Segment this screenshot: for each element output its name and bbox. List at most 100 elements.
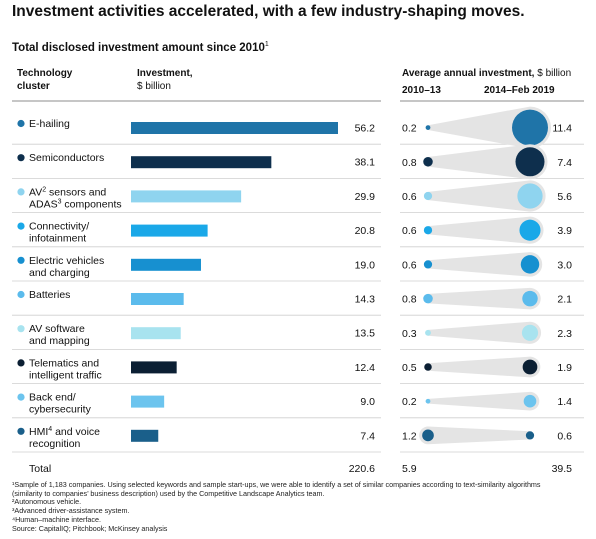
- column-header-average-unit: $ billion: [534, 68, 572, 79]
- avg-value-2014-2019: 5.6: [557, 191, 572, 203]
- cluster-dot: [17, 222, 25, 230]
- bubble-2014-2019: [523, 394, 537, 408]
- bubble-2014-2019: [522, 290, 538, 307]
- footnote-line: (similarity to companies’ business descr…: [12, 488, 325, 498]
- chart-title-footnote-marker: 1: [264, 41, 269, 48]
- chart-title: Total disclosed investment amount since …: [12, 41, 269, 54]
- bubble-trend-shape: [428, 144, 548, 180]
- chart-headline: Investment activities accelerated, with …: [12, 3, 525, 20]
- bubble-2014-2019: [512, 109, 548, 146]
- avg-value-2010-13: 1.2: [402, 430, 417, 442]
- footnote-line: ¹Sample of 1,183 companies. Using select…: [12, 480, 541, 489]
- chart-svg: E-hailing 56.2 0.2 11.4 Semiconductors 38.1 0.…: [12, 100, 584, 475]
- investment-value: 38.1: [355, 157, 376, 169]
- investment-bar: [131, 224, 208, 237]
- investment-bar: [131, 122, 338, 134]
- cluster-dot: [17, 359, 25, 367]
- bubble-2014-2019: [517, 183, 543, 209]
- cluster-label: Connectivity/infotainment: [29, 221, 89, 245]
- avg-value-2010-13: 0.6: [402, 191, 417, 203]
- avg-value-2010-13: 0.8: [402, 294, 417, 306]
- bubble-2010-13: [423, 260, 433, 269]
- bubble-2014-2019: [525, 431, 535, 440]
- investment-value: 29.9: [355, 191, 376, 203]
- footnote-line: ³Advanced driver-assistance system.: [12, 506, 130, 516]
- bubble-trend-shape: [428, 216, 544, 244]
- cluster-label: HMI4 and voice recognition: [29, 426, 100, 450]
- avg-value-2014-2019: 1.4: [557, 396, 572, 408]
- investment-bar: [131, 258, 201, 271]
- cluster-dot: [17, 290, 25, 299]
- bubble-2010-13: [425, 398, 431, 404]
- cluster-label: Back end/cybersecurity: [29, 392, 92, 416]
- cluster-dot: [17, 154, 25, 162]
- column-header-average-label: Average annual investment,: [402, 68, 535, 79]
- avg-value-2014-2019: 1.9: [557, 362, 572, 374]
- investment-value: 13.5: [355, 328, 376, 340]
- avg-value-2010-13: 0.5: [402, 362, 417, 374]
- avg-value-2014-2019: 3.0: [557, 259, 572, 271]
- avg-value-2014-2019: 2.3: [557, 328, 572, 340]
- bubble-trend-shape: [419, 426, 530, 445]
- bubble-2010-13: [422, 429, 434, 442]
- bubble-2014-2019: [522, 359, 538, 375]
- bubble-trend-shape: [428, 287, 541, 310]
- investment-bar: [131, 156, 272, 169]
- avg-value-2010-13: 0.6: [402, 259, 417, 271]
- cluster-label: AV software and mapping: [29, 323, 90, 347]
- bubble-2014-2019: [515, 147, 545, 177]
- bubble-2010-13: [423, 157, 433, 167]
- cluster-label: Batteries: [29, 289, 70, 301]
- bubble-2010-13: [425, 125, 431, 130]
- bubble-trend-shape: [428, 252, 543, 277]
- total-investment: 220.6: [349, 463, 375, 475]
- total-2010-13: 5.9: [402, 463, 417, 475]
- cluster-dot: [17, 393, 25, 401]
- bubble-trend-shape: [428, 356, 541, 378]
- column-header-cluster: Technology cluster: [17, 67, 72, 93]
- avg-value-2010-13: 0.2: [402, 396, 417, 408]
- bubble-2010-13: [423, 191, 433, 201]
- column-header-investment-unit: $ billion: [137, 81, 171, 92]
- bubble-2014-2019: [521, 324, 539, 341]
- cluster-label: AV2 sensors and ADAS3 components: [29, 186, 122, 210]
- cluster-label: Telematics and intelligent traffic: [29, 357, 102, 381]
- investment-value: 12.4: [355, 362, 376, 374]
- investment-bar: [131, 361, 177, 374]
- bubble-2010-13: [424, 363, 432, 371]
- avg-value-2010-13: 0.6: [402, 225, 417, 237]
- footnote-line: ⁴Human–machine interface.: [12, 514, 101, 524]
- total-label: Total: [29, 463, 51, 475]
- footnote-line: ²Autonomous vehicle.: [12, 497, 82, 507]
- bubble-2010-13: [425, 329, 431, 336]
- cluster-dot: [17, 256, 25, 264]
- avg-value-2014-2019: 2.1: [557, 294, 572, 306]
- avg-value-2010-13: 0.3: [402, 328, 417, 340]
- bubble-2010-13: [423, 226, 433, 235]
- cluster-label: E-hailing: [29, 118, 70, 130]
- column-header-period-a: 2010–13: [402, 84, 441, 97]
- column-header-cluster-line1: Technology: [17, 68, 73, 79]
- column-header-investment: Investment, $ billion: [137, 67, 193, 93]
- cluster-label: Electric vehicles and charging: [29, 255, 104, 279]
- cluster-dot: [17, 119, 25, 128]
- avg-value-2014-2019: 0.6: [557, 430, 572, 442]
- investment-bar: [131, 429, 159, 442]
- investment-bar: [131, 190, 242, 203]
- cluster-dot: [17, 188, 25, 196]
- investment-bar: [131, 293, 184, 305]
- cluster-dot: [17, 325, 25, 333]
- column-header-investment-label: Investment,: [137, 68, 193, 79]
- investment-bar: [131, 327, 181, 340]
- bubble-2010-13: [423, 293, 433, 304]
- bubble-trend-shape: [428, 180, 546, 212]
- chart-title-text: Total disclosed investment amount since …: [12, 41, 265, 54]
- investment-value: 14.3: [355, 294, 376, 306]
- cluster-label: Semiconductors: [29, 152, 104, 164]
- investment-value: 9.0: [360, 396, 375, 408]
- avg-value-2014-2019: 7.4: [557, 157, 572, 169]
- investment-value: 20.8: [355, 225, 376, 237]
- avg-value-2010-13: 0.8: [402, 157, 417, 169]
- column-header-average: Average annual investment, $ billion: [402, 67, 571, 80]
- bubble-trend-shape: [428, 321, 542, 344]
